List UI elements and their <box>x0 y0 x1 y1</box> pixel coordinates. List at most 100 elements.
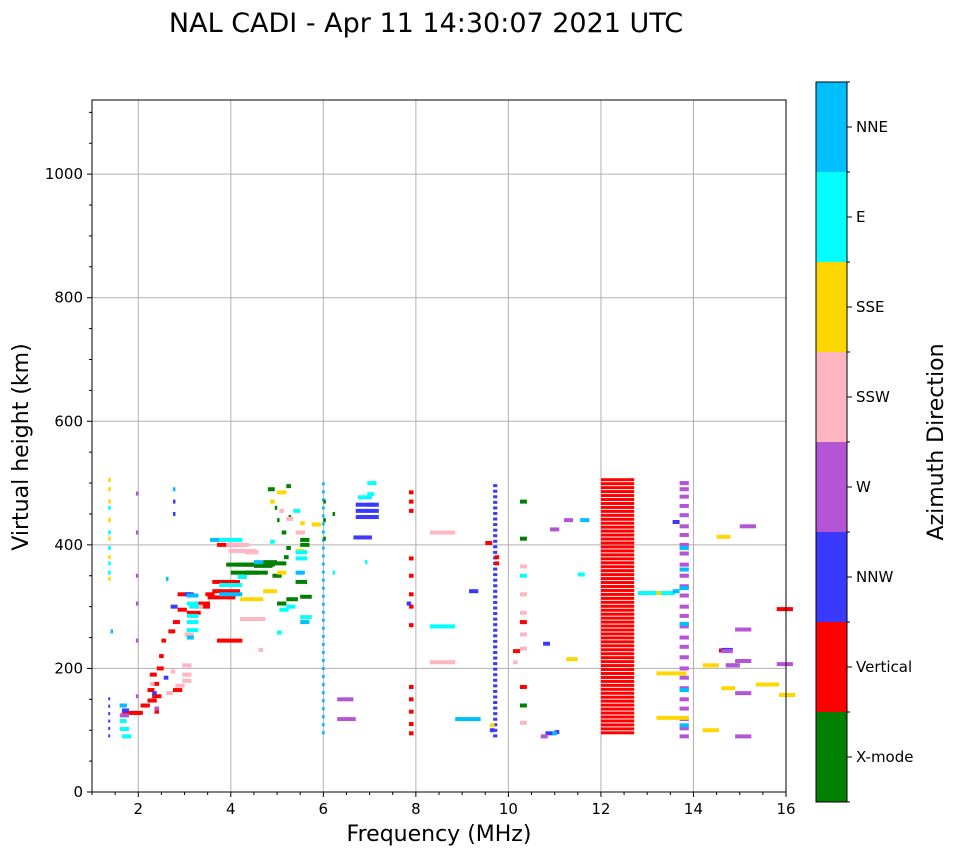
echo-point <box>513 649 520 654</box>
echo-point <box>679 734 689 739</box>
echo-point <box>493 689 498 693</box>
echo-point <box>519 592 527 597</box>
echo-point <box>321 731 325 735</box>
colorbar-segment <box>816 262 847 352</box>
echo-point <box>493 678 498 682</box>
echo-point <box>367 492 375 497</box>
echo-point <box>519 646 527 651</box>
echo-point <box>182 678 192 683</box>
echo-point <box>270 499 275 504</box>
echo-point <box>182 672 192 677</box>
echo-point <box>108 704 111 708</box>
echo-point <box>108 518 111 523</box>
echo-point <box>186 620 199 625</box>
echo-point <box>408 573 414 578</box>
echo-point <box>186 628 199 633</box>
colorbar-label: NNE <box>856 118 888 136</box>
colorbar-segment <box>816 172 847 262</box>
echo-point <box>295 570 305 575</box>
echo-point <box>600 624 635 628</box>
echo-point <box>253 560 264 565</box>
echo-point <box>493 662 498 666</box>
echo-point <box>656 715 689 720</box>
echo-point <box>108 697 111 701</box>
colorbar-label: SSE <box>856 298 885 316</box>
echo-point <box>600 679 635 683</box>
echo-point <box>600 509 635 513</box>
y-axis-label: Virtual height (km) <box>9 343 34 550</box>
echo-point <box>679 551 689 556</box>
echo-point <box>672 589 680 594</box>
echo-point <box>408 556 414 561</box>
echo-point <box>600 628 635 632</box>
echo-point <box>321 659 325 663</box>
echo-point <box>321 699 325 703</box>
echo-point <box>600 569 635 573</box>
echo-point <box>149 681 155 686</box>
echo-point <box>321 530 325 534</box>
echo-point <box>600 482 635 486</box>
echo-point <box>600 683 635 687</box>
echo-point <box>455 717 481 722</box>
echo-point <box>300 537 310 542</box>
echo-point <box>679 666 689 671</box>
echo-point <box>172 487 176 492</box>
echo-point <box>513 660 518 665</box>
echo-point <box>108 536 111 541</box>
echo-point <box>779 692 796 697</box>
echo-point <box>321 578 325 582</box>
echo-point <box>355 508 379 513</box>
echo-point <box>147 698 157 703</box>
echo-point <box>600 644 635 648</box>
echo-point <box>135 694 139 699</box>
echo-point <box>600 648 635 652</box>
echo-point <box>408 697 414 702</box>
echo-point <box>600 687 635 691</box>
colorbar-label: E <box>856 208 865 226</box>
echo-point <box>321 667 325 671</box>
echo-point <box>679 624 689 629</box>
echo-point <box>679 723 689 728</box>
echo-point <box>108 477 111 482</box>
echo-point <box>493 500 498 504</box>
echo-point <box>755 682 780 687</box>
echo-point <box>600 557 635 561</box>
echo-point <box>321 490 325 494</box>
echo-point <box>493 617 498 621</box>
echo-point <box>493 684 498 688</box>
echo-point <box>159 654 164 659</box>
colorbar-segment <box>816 82 847 172</box>
echo-point <box>600 498 635 502</box>
colorbar-segment <box>816 442 847 532</box>
echo-point <box>600 545 635 549</box>
echo-point <box>228 549 257 554</box>
echo-point <box>776 662 793 667</box>
echo-point <box>408 499 414 504</box>
echo-point <box>679 726 689 731</box>
echo-point <box>493 701 498 705</box>
echo-point <box>679 487 689 492</box>
y-tick-label: 800 <box>54 289 83 307</box>
echo-point <box>494 561 500 566</box>
x-tick-label: 12 <box>591 800 610 818</box>
echo-point <box>600 703 635 707</box>
echo-point <box>493 600 498 604</box>
colorbar-segment <box>816 352 847 442</box>
echo-point <box>122 708 130 713</box>
echo-point <box>600 699 635 703</box>
echo-point <box>270 539 275 544</box>
echo-point <box>661 591 675 596</box>
echo-point <box>323 518 326 523</box>
echo-point <box>108 505 111 510</box>
echo-point <box>277 490 282 495</box>
echo-point <box>550 527 560 532</box>
echo-point <box>519 684 527 689</box>
echo-point <box>600 577 635 581</box>
echo-point <box>207 595 236 600</box>
echo-point <box>600 636 635 640</box>
echo-point <box>177 607 187 612</box>
echo-point <box>281 490 287 495</box>
colorbar-frame <box>815 81 848 803</box>
echo-point <box>679 562 689 567</box>
